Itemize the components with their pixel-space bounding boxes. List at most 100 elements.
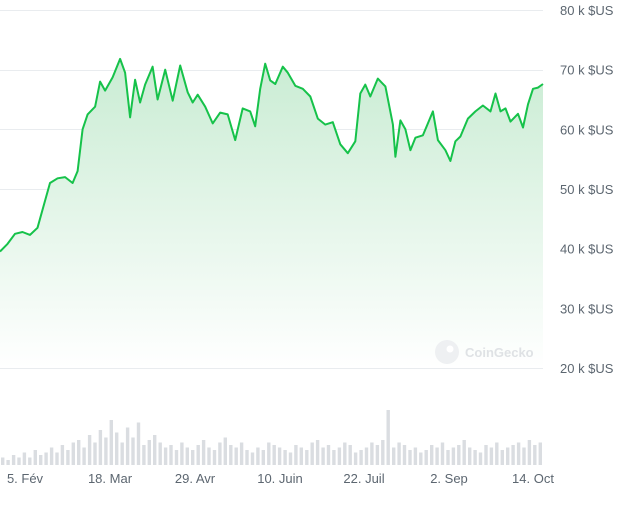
volume-bar — [506, 447, 510, 465]
volume-bar — [98, 430, 103, 465]
x-tick-label: 2. Sep — [430, 471, 468, 486]
volume-bar — [229, 445, 233, 465]
volume-bar — [250, 452, 255, 465]
volume-bar — [191, 450, 195, 465]
volume-bar — [430, 445, 434, 465]
volume-bar — [392, 447, 396, 465]
volume-bar — [511, 445, 515, 465]
volume-bar — [381, 440, 385, 465]
volume-bar — [66, 450, 70, 465]
volume-bar — [109, 420, 113, 465]
volume-bar — [402, 445, 407, 465]
volume-bar — [538, 442, 542, 465]
volume-bar — [277, 447, 282, 465]
y-tick-label: 70 k $US — [560, 63, 614, 78]
volume-bar — [234, 447, 238, 465]
volume-bar — [147, 440, 151, 465]
volume-bar — [413, 447, 418, 465]
volume-bar — [17, 457, 21, 465]
volume-bar — [495, 442, 499, 465]
volume-bar — [457, 445, 461, 465]
volume-bar — [522, 447, 526, 465]
volume-bar — [468, 447, 472, 465]
x-tick-label: 18. Mar — [88, 471, 133, 486]
volume-bar — [408, 450, 412, 465]
y-tick-label: 80 k $US — [560, 3, 614, 18]
volume-bar — [326, 445, 331, 465]
volume-bar — [87, 435, 92, 465]
volume-bar — [283, 450, 287, 465]
volume-bar — [321, 447, 325, 465]
volume-bar — [294, 445, 298, 465]
volume-bar — [104, 437, 108, 465]
y-tick-label: 40 k $US — [560, 242, 614, 257]
volume-bar — [11, 455, 16, 465]
volume-bar — [386, 410, 390, 465]
volume-bar — [478, 452, 483, 465]
volume-bar — [239, 442, 244, 465]
volume-bar — [446, 450, 450, 465]
volume-bar — [353, 452, 358, 465]
coingecko-logo-icon — [435, 340, 459, 364]
volume-bar — [424, 450, 428, 465]
volume-bar — [516, 442, 521, 465]
volume-bar — [462, 440, 466, 465]
volume-bar — [310, 442, 314, 465]
price-line — [0, 57, 544, 253]
volume-bar — [1, 457, 5, 465]
volume-bar — [33, 450, 37, 465]
volume-bar — [131, 437, 135, 465]
price-area-fill — [0, 58, 543, 369]
volume-bar — [136, 422, 141, 465]
volume-bar — [375, 445, 380, 465]
volume-bar — [527, 440, 532, 465]
volume-bar — [245, 450, 249, 465]
volume-bar — [77, 440, 81, 465]
volume-bar — [337, 447, 342, 465]
volume-bar — [6, 460, 10, 465]
volume-bar — [201, 440, 206, 465]
y-tick-label: 50 k $US — [560, 182, 614, 197]
x-tick-label: 29. Avr — [175, 471, 216, 486]
volume-bar — [533, 445, 537, 465]
volume-bar — [343, 442, 347, 465]
volume-bar — [163, 447, 168, 465]
volume-bar — [82, 447, 86, 465]
volume-bar — [305, 450, 309, 465]
x-tick-label: 5. Fév — [7, 471, 44, 486]
volume-bar — [180, 442, 184, 465]
volume-bar — [169, 445, 173, 465]
volume-bar — [185, 447, 189, 465]
volume-bar — [115, 432, 119, 465]
volume-bar — [440, 442, 445, 465]
volume-bar — [218, 442, 222, 465]
volume-bar — [256, 447, 260, 465]
volume-bar — [49, 447, 54, 465]
volume-bar — [288, 452, 293, 465]
watermark-text: CoinGecko — [465, 345, 534, 360]
volume-bar — [174, 450, 179, 465]
x-tick-label: 22. Juil — [343, 471, 384, 486]
volume-bar — [158, 442, 162, 465]
volume-bar — [207, 447, 211, 465]
volume-bar — [419, 452, 423, 465]
volume-bar — [22, 452, 27, 465]
volume-bar — [267, 442, 271, 465]
volume-bar — [299, 447, 303, 465]
volume-bar — [60, 445, 65, 465]
volume-bar — [315, 440, 320, 465]
x-tick-label: 14. Oct — [512, 471, 554, 486]
volume-bar — [348, 445, 352, 465]
y-axis: 80 k $US 70 k $US 60 k $US 50 k $US 40 k $US… — [560, 3, 614, 376]
volume-bar — [44, 452, 48, 465]
volume-bar — [332, 450, 336, 465]
volume-bar — [125, 427, 130, 465]
y-tick-label: 60 k $US — [560, 122, 614, 137]
volume-bar — [120, 442, 124, 465]
volume-bar — [212, 450, 217, 465]
volume-bar — [153, 435, 157, 465]
volume-bar — [500, 450, 504, 465]
volume-bars — [1, 410, 542, 465]
